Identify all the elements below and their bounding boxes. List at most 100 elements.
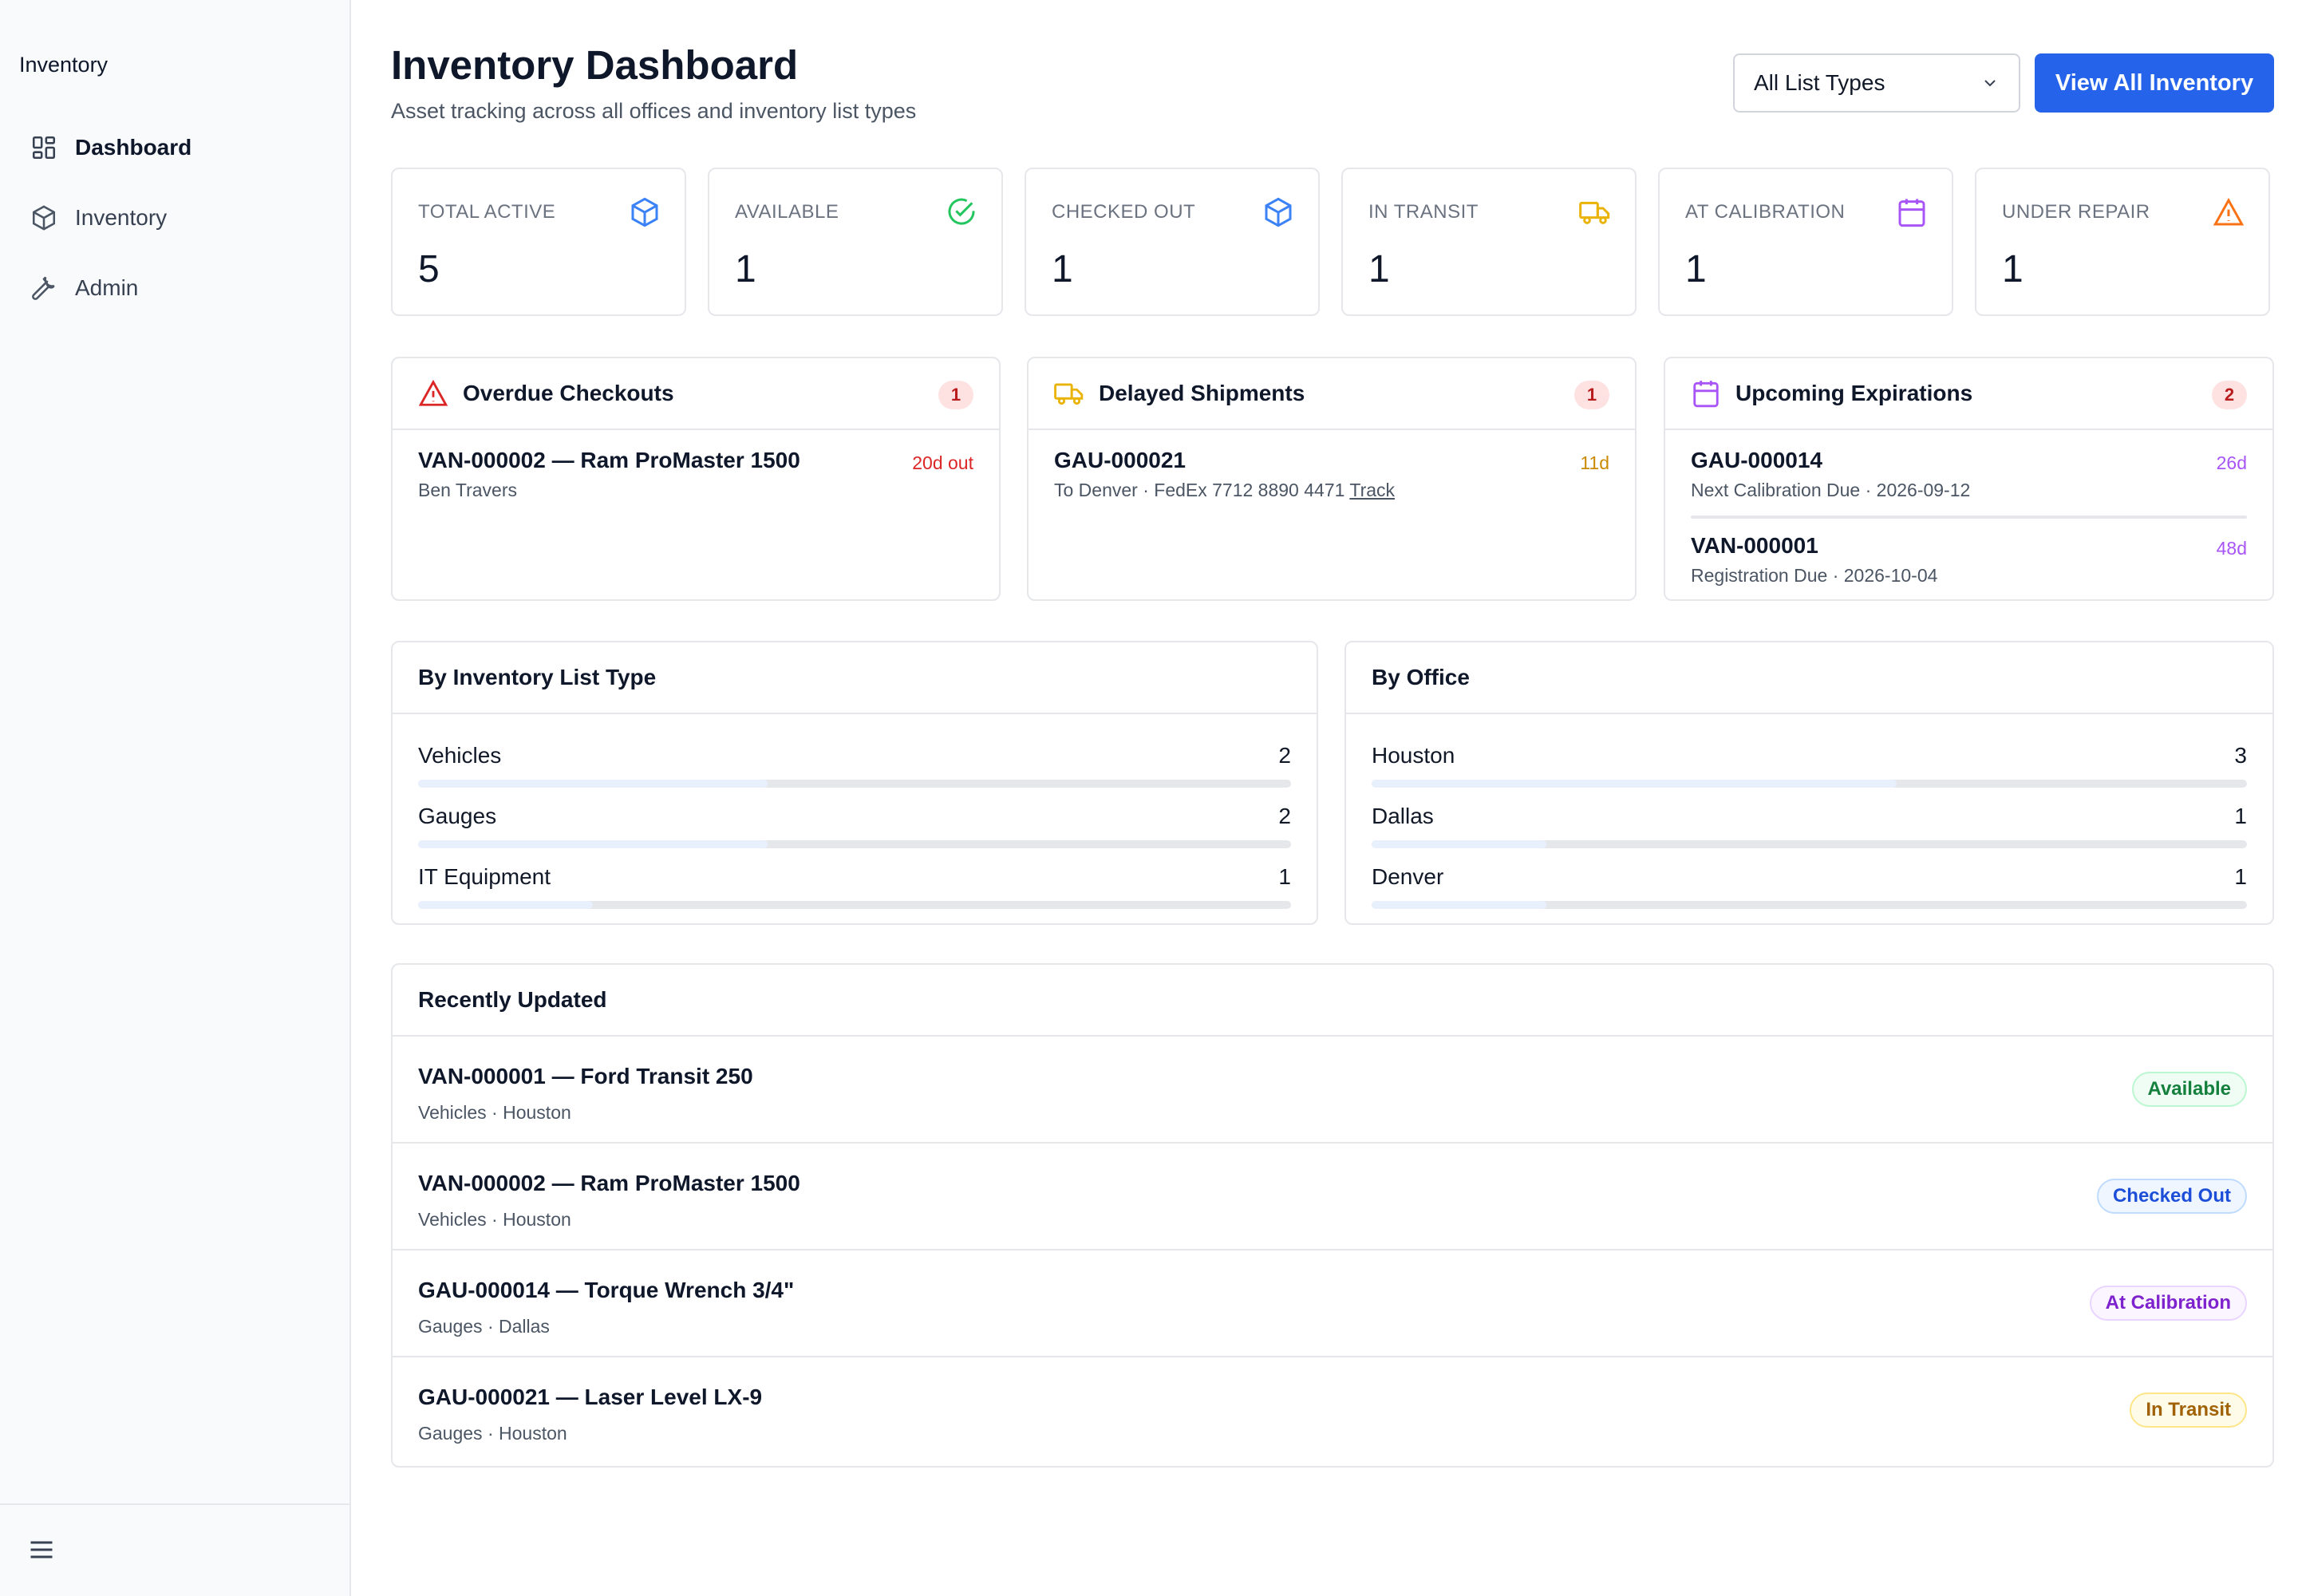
card-header: By Office	[1346, 642, 2272, 714]
list-item[interactable]: GAU-000021 — Laser Level LX-9 Gauges · H…	[393, 1357, 2272, 1464]
stat-value: 1	[1368, 248, 1390, 290]
page-subtitle: Asset tracking across all offices and in…	[391, 99, 917, 123]
list-item[interactable]: GAU-000014 — Torque Wrench 3/4" Gauges ·…	[393, 1250, 2272, 1357]
main-content: Inventory Dashboard Asset tracking acros…	[351, 0, 2298, 1596]
bar-fill	[1372, 901, 1547, 909]
bar-row: Vehicles 2	[393, 725, 1317, 788]
stat-value: 1	[2002, 248, 2024, 290]
chevron-down-icon	[1984, 80, 1996, 87]
box-icon	[32, 205, 56, 231]
bar-count: 1	[2234, 804, 2247, 828]
stat-card-under-repair: UNDER REPAIR 1	[1975, 168, 2270, 316]
item-title: VAN-000002 — Ram ProMaster 1500	[418, 448, 800, 472]
item-subtitle: Registration Due · 2026-10-04	[1691, 565, 1938, 586]
stat-label: TOTAL ACTIVE	[418, 201, 556, 223]
stat-label: AT CALIBRATION	[1685, 201, 1846, 223]
box-icon	[1265, 197, 1292, 227]
bar-list: Vehicles 2 Gauges 2 IT Equipment 1	[393, 714, 1317, 909]
count-badge: 1	[1574, 381, 1609, 409]
bar-count: 3	[2234, 743, 2247, 768]
item-duration: 11d	[1580, 452, 1609, 473]
card-title: By Office	[1372, 665, 1470, 689]
sidebar-brand: Inventory	[19, 53, 109, 77]
card-title: Recently Updated	[418, 987, 607, 1012]
card-header: Upcoming Expirations 2	[1665, 358, 2272, 430]
list-item[interactable]: GAU-000014 Next Calibration Due · 2026-0…	[1665, 448, 2272, 501]
item-subtitle: Ben Travers	[418, 480, 517, 500]
bar-fill	[418, 780, 768, 788]
item-duration: 20d out	[912, 452, 973, 473]
bar-count: 2	[1278, 804, 1291, 828]
item-title: VAN-000002 — Ram ProMaster 1500	[418, 1171, 800, 1195]
list-item[interactable]: VAN-000001 Registration Due · 2026-10-04…	[1665, 533, 2272, 587]
status-badge: Available	[2131, 1072, 2247, 1107]
item-title: GAU-000021 — Laser Level LX-9	[418, 1385, 763, 1409]
calendar-icon	[1693, 381, 1719, 408]
bar-label: Houston	[1372, 743, 1455, 768]
bar-label: Denver	[1372, 864, 1444, 889]
item-duration: 26d	[2216, 452, 2247, 473]
item-subtitle-text: To Denver · FedEx 7712 8890 4471	[1054, 480, 1345, 500]
stat-value: 5	[418, 248, 440, 290]
grid-icon	[32, 136, 56, 160]
item-subtitle: Gauges · Houston	[418, 1423, 567, 1444]
bar-row: Denver 1	[1346, 847, 2272, 909]
list-item[interactable]: VAN-000002 — Ram ProMaster 1500 Vehicles…	[393, 1144, 2272, 1250]
list-type-select-value: All List Types	[1754, 70, 1885, 95]
bar-label: IT Equipment	[418, 864, 551, 889]
bar-row: Houston 3	[1346, 725, 2272, 788]
list-item[interactable]: VAN-000002 — Ram ProMaster 1500 Ben Trav…	[393, 448, 999, 501]
track-link[interactable]: Track	[1349, 480, 1396, 500]
upcoming-expirations-card: Upcoming Expirations 2 GAU-000014 Next C…	[1664, 357, 2274, 601]
recently-updated-card: Recently Updated VAN-000001 — Ford Trans…	[391, 963, 2274, 1468]
menu-icon[interactable]	[27, 1535, 56, 1564]
bar-fill	[1372, 840, 1547, 848]
status-badge: In Transit	[2130, 1393, 2247, 1428]
sidebar-item-label: Admin	[75, 275, 139, 300]
recent-list: VAN-000001 — Ford Transit 250 Vehicles ·…	[393, 1037, 2272, 1464]
bar-count: 1	[2234, 864, 2247, 889]
bar-count: 1	[1278, 864, 1291, 889]
overdue-checkouts-card: Overdue Checkouts 1 VAN-000002 — Ram Pro…	[391, 357, 1001, 601]
sidebar-item-inventory[interactable]: Inventory	[30, 194, 334, 242]
card-title: Delayed Shipments	[1099, 381, 1305, 405]
item-title: VAN-000001	[1691, 533, 1818, 558]
stat-card-available: AVAILABLE 1	[708, 168, 1003, 316]
bar-track	[1372, 901, 2247, 909]
sidebar-item-admin[interactable]: Admin	[30, 264, 334, 312]
list-item[interactable]: VAN-000001 — Ford Transit 250 Vehicles ·…	[393, 1037, 2272, 1144]
stat-label: UNDER REPAIR	[2002, 201, 2150, 223]
delayed-shipments-card: Delayed Shipments 1 GAU-000021 To Denver…	[1027, 357, 1637, 601]
item-title: GAU-000014	[1691, 448, 1822, 472]
wrench-icon	[32, 276, 55, 300]
stat-card-at-calibration: AT CALIBRATION 1	[1658, 168, 1953, 316]
stat-label: CHECKED OUT	[1052, 201, 1196, 223]
truck-icon	[1579, 201, 1610, 224]
list-item[interactable]: GAU-000021 To Denver · FedEx 7712 8890 4…	[1029, 448, 1635, 501]
bar-label: Dallas	[1372, 804, 1434, 828]
bar-track	[1372, 780, 2247, 788]
status-badge: Checked Out	[2096, 1179, 2247, 1214]
list-type-select[interactable]: All List Types	[1733, 53, 2020, 113]
stat-card-total-active: TOTAL ACTIVE 5	[391, 168, 686, 316]
item-subtitle: Vehicles · Houston	[418, 1209, 571, 1230]
page-title: Inventory Dashboard	[391, 42, 799, 88]
bar-label: Gauges	[418, 804, 497, 828]
stat-label: AVAILABLE	[735, 201, 839, 223]
item-subtitle: Gauges · Dallas	[418, 1316, 550, 1337]
truck-icon	[1054, 383, 1084, 405]
bar-label: Vehicles	[418, 743, 502, 768]
card-title: Overdue Checkouts	[463, 381, 674, 405]
status-badge: At Calibration	[2089, 1286, 2247, 1321]
check-circle-icon	[948, 198, 975, 225]
divider	[1691, 516, 2247, 519]
sidebar-item-label: Dashboard	[75, 135, 192, 160]
bar-track	[418, 840, 1291, 848]
bar-track	[1372, 840, 2247, 848]
bar-track	[418, 780, 1291, 788]
card-title: By Inventory List Type	[418, 665, 657, 689]
bar-fill	[418, 901, 593, 909]
view-all-inventory-button[interactable]: View All Inventory	[2035, 53, 2274, 113]
by-office-card: By Office Houston 3 Dallas 1 Denver 1	[1344, 641, 2274, 925]
sidebar-item-dashboard[interactable]: Dashboard	[30, 124, 334, 172]
